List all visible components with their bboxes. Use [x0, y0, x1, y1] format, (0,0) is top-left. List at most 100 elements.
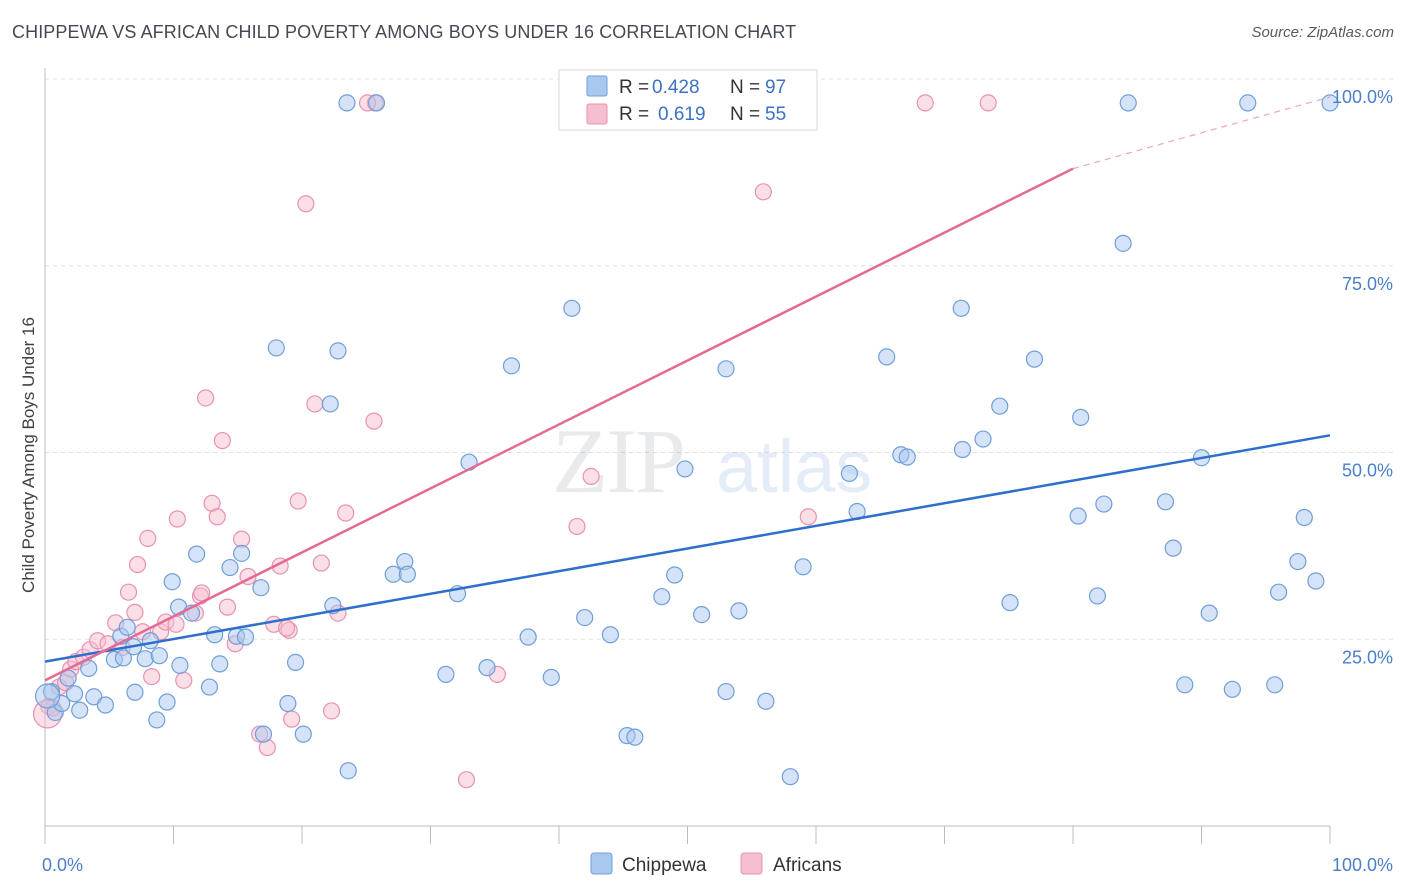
chippewa-point	[339, 762, 357, 780]
chippewa-point	[717, 682, 735, 701]
chippewa-point	[150, 647, 168, 665]
chippewa-point	[794, 558, 812, 576]
y-tick-label: 50.0%	[1342, 461, 1393, 481]
chippewa-point	[279, 694, 297, 713]
africans-point	[297, 195, 315, 213]
chippewa-point	[1069, 507, 1087, 525]
africans-point	[582, 467, 600, 486]
chippewa-point	[1072, 408, 1090, 426]
chippewa-point	[136, 650, 154, 668]
chippewa-point	[693, 605, 711, 624]
chippewa-point	[1223, 680, 1241, 698]
legend-n-label-chippewa: N =	[730, 77, 760, 98]
bottom-legend-swatch-africans	[740, 852, 763, 875]
chippewa-point	[294, 725, 312, 743]
chippewa-point	[158, 693, 176, 711]
africans-point	[337, 504, 355, 522]
chippewa-point	[1200, 604, 1218, 622]
chippewa-point	[233, 544, 251, 562]
africans-point	[119, 583, 138, 601]
chippewa-point	[267, 339, 285, 357]
chippewa-point	[666, 566, 684, 584]
chippewa-point	[1088, 587, 1107, 605]
chippewa-point	[252, 579, 270, 597]
chart-title: CHIPPEWA VS AFRICAN CHILD POVERTY AMONG …	[12, 22, 797, 42]
legend-r-value-africans: 0.619	[658, 104, 706, 125]
chippewa-point	[1025, 350, 1044, 368]
africans-point	[754, 183, 772, 201]
chippewa-point	[1266, 676, 1284, 694]
chippewa-point	[1176, 676, 1194, 694]
chippewa-point	[171, 656, 189, 674]
chippewa-point	[34, 683, 61, 709]
africans-point	[457, 771, 476, 789]
bottom-legend-swatch-chippewa	[590, 852, 613, 875]
bottom-legend-label-africans: Africans	[773, 855, 842, 876]
chippewa-point	[757, 692, 775, 710]
chippewa-point	[321, 395, 339, 413]
chippewa-point	[898, 448, 916, 466]
africans-point	[143, 667, 161, 686]
chippewa-point	[1001, 594, 1019, 612]
bottom-legend: Chippewa Africans	[590, 852, 842, 876]
chippewa-point	[601, 626, 620, 644]
chippewa-point	[286, 653, 305, 672]
chippewa-point	[80, 659, 98, 677]
legend-n-label-africans: N =	[730, 104, 760, 125]
x-tick-label: 100.0%	[1332, 855, 1393, 875]
africans-point	[312, 554, 330, 572]
chippewa-point	[254, 725, 273, 743]
trend-lines	[44, 96, 1331, 682]
y-tick-label: 25.0%	[1342, 647, 1393, 667]
bottom-legend-label-chippewa: Chippewa	[622, 855, 707, 876]
africans-point	[175, 671, 193, 689]
chippewa-point	[188, 545, 206, 563]
x-tick-label: 0.0%	[42, 855, 83, 875]
chippewa-point	[730, 602, 748, 620]
watermark: ZIP atlas	[552, 410, 872, 512]
africans-point	[306, 395, 324, 413]
chippewa-point	[1269, 583, 1288, 601]
chippewa-point	[974, 430, 992, 448]
legend-r-value-chippewa: 0.428	[652, 77, 700, 98]
y-tick-label: 100.0%	[1332, 87, 1393, 107]
legend-swatch-chippewa	[586, 75, 608, 97]
africans-point	[213, 431, 231, 450]
chippewa-point	[437, 665, 455, 683]
chippewa-point	[1156, 493, 1175, 511]
chippewa-point	[206, 626, 224, 644]
chippewa-point	[200, 678, 219, 696]
chippewa-point	[1239, 94, 1257, 112]
africans-point	[197, 389, 215, 407]
africans-point	[799, 508, 817, 526]
chippewa-point	[1114, 234, 1132, 252]
watermark-zip: ZIP	[552, 410, 684, 512]
chippewa-point	[367, 94, 386, 112]
chippewa-point	[236, 628, 255, 646]
africans-point	[139, 529, 157, 548]
chippewa-point	[576, 608, 594, 627]
trend-line-africans-extension	[1072, 96, 1331, 170]
africans-point	[208, 508, 226, 526]
y-tick-label: 75.0%	[1342, 274, 1393, 294]
chippewa-point	[1295, 508, 1313, 527]
africans-point	[322, 702, 341, 720]
y-axis-label: Child Poverty Among Boys Under 16	[19, 317, 38, 593]
chippewa-point	[1119, 94, 1137, 112]
africans-point	[568, 517, 586, 536]
chippewa-point	[221, 558, 239, 577]
chippewa-point	[952, 299, 970, 317]
legend-swatch-africans	[586, 103, 608, 125]
chippewa-point	[398, 565, 416, 583]
chippewa-point	[96, 696, 114, 714]
chippewa-point	[114, 649, 132, 667]
source-label: Source: ZipAtlas.com	[1251, 24, 1394, 41]
legend-r-label-africans: R =	[619, 104, 649, 125]
x-tick-labels: 0.0% 100.0%	[42, 855, 1393, 875]
chippewa-point	[626, 728, 644, 746]
legend-n-value-chippewa: 97	[765, 77, 786, 98]
chippewa-point	[542, 668, 560, 686]
chippewa-point	[85, 688, 103, 706]
chippewa-point	[840, 464, 859, 483]
